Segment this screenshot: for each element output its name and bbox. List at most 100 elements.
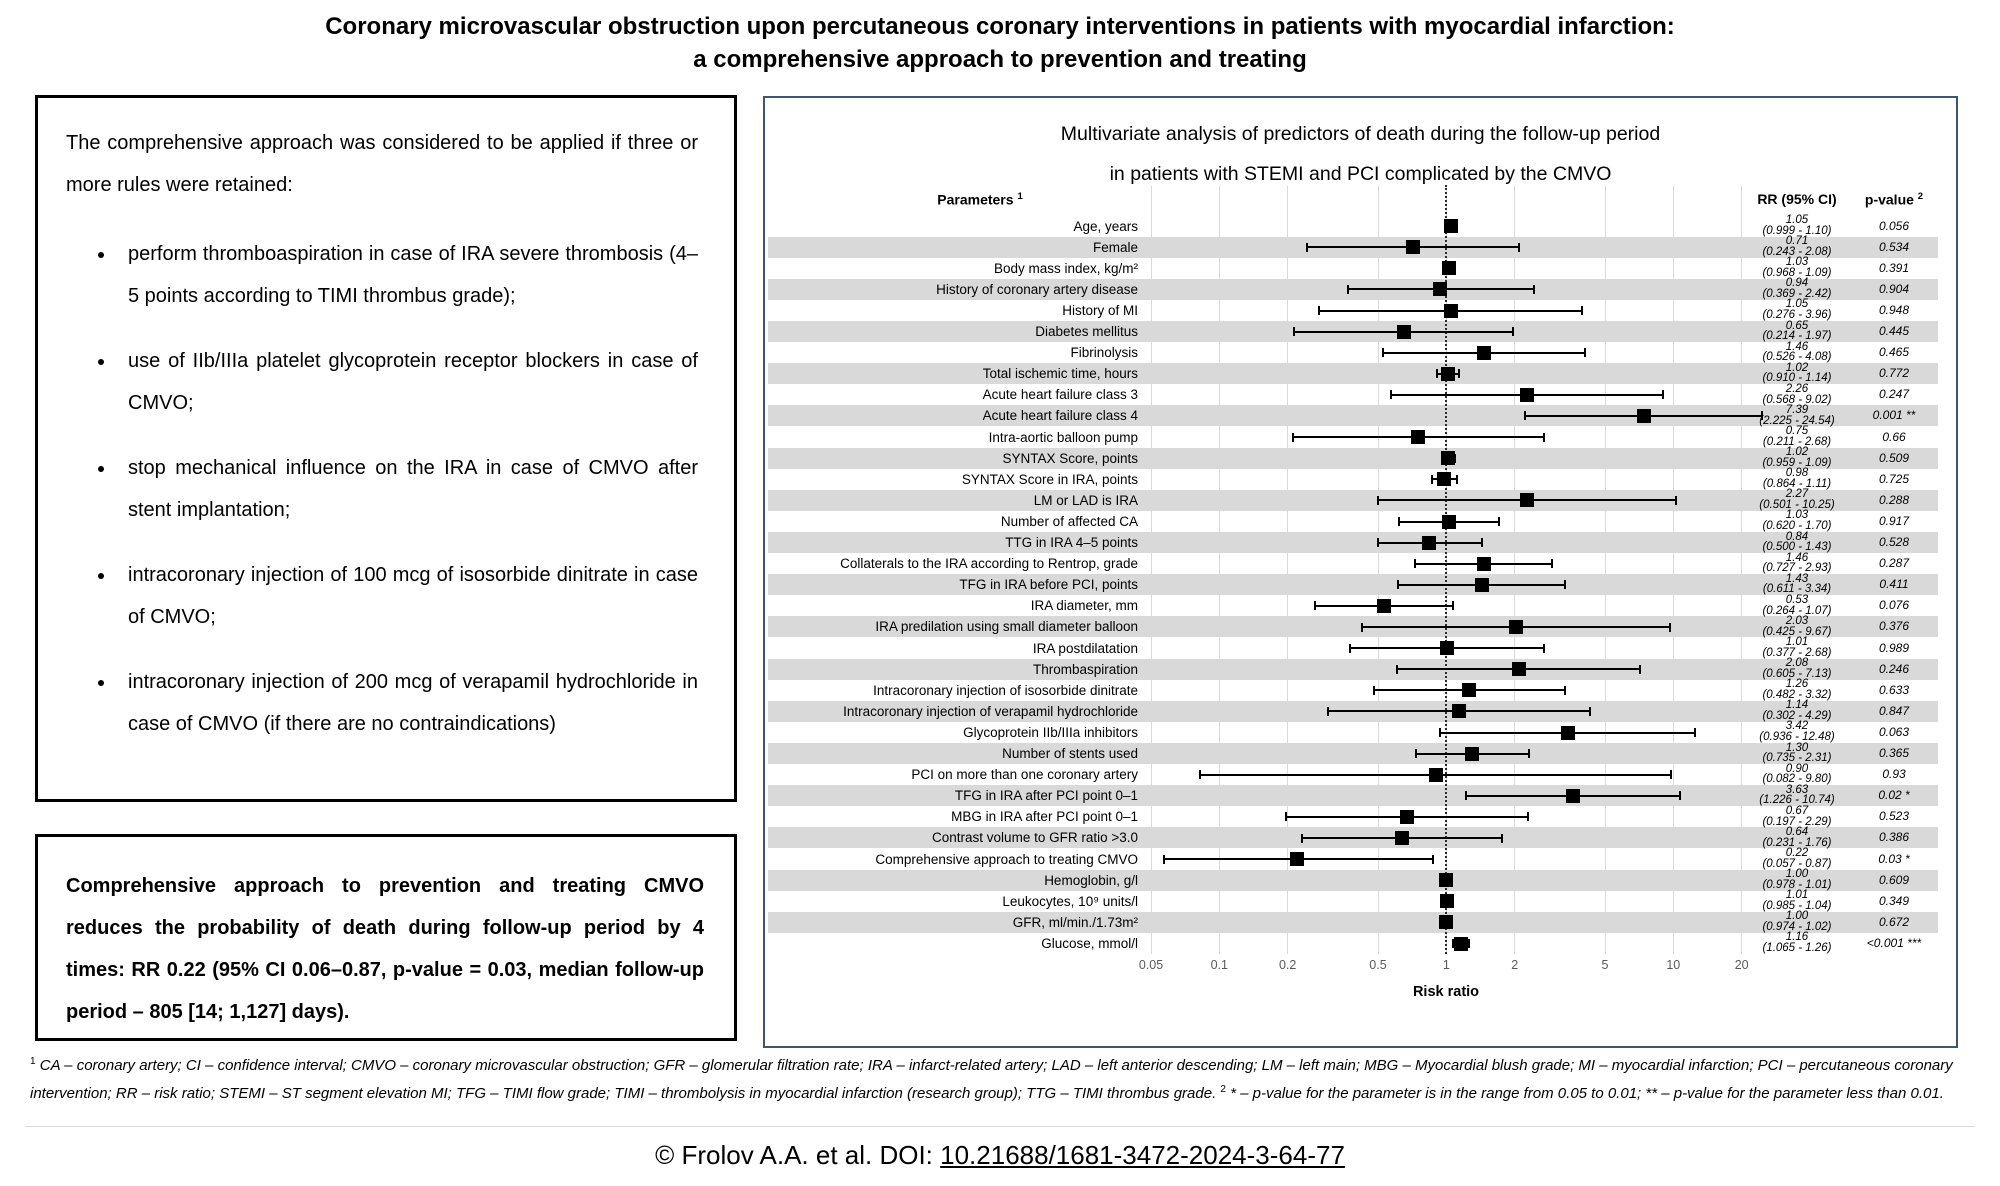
gridline (1514, 186, 1516, 954)
rr-value: 2.03 (1785, 614, 1809, 627)
rr-marker (1636, 408, 1651, 423)
p-value: 0.076 (1878, 598, 1910, 613)
footnote-superscript-2: 2 (1220, 1084, 1226, 1095)
row-stripe (768, 869, 1938, 891)
ci-cap-left (1377, 538, 1379, 548)
rr-value: 1.46 (1785, 551, 1809, 564)
rr-ci-cell: 1.46 (0.727 - 2.93) (1702, 551, 1892, 575)
parameter-label: Thrombaspiration (1032, 661, 1138, 677)
parameters-header-text: Parameters (937, 191, 1014, 208)
rr-value: 1.26 (1785, 678, 1809, 691)
rr-marker (1442, 514, 1457, 529)
parameter-label: Intracoronary injection of isosorbide di… (873, 682, 1138, 698)
ci-text: (0.276 - 3.96) (1762, 309, 1832, 322)
ci-cap-right (1662, 390, 1665, 400)
ci-text: (0.978 - 1.01) (1762, 878, 1832, 891)
rr-value: 1.00 (1785, 910, 1809, 923)
ci-text: (0.526 - 4.08) (1762, 351, 1832, 364)
summary-text-box: Comprehensive approach to prevention and… (35, 834, 737, 1041)
ci-text: (0.243 - 2.08) (1762, 245, 1832, 258)
rr-value: 0.75 (1785, 425, 1809, 437)
ci-cap-right (1581, 306, 1583, 315)
ci-cap-right (1760, 411, 1763, 421)
row-stripe (768, 363, 1938, 385)
ci-cap-left (1347, 284, 1349, 294)
ci-cap-left (1395, 664, 1398, 674)
parameter-label: Fibrinolysis (1070, 345, 1138, 361)
footnote-significance-text: * – p-value for the parameter is in the … (1230, 1085, 1944, 1102)
rules-text-box: The comprehensive approach was considere… (35, 95, 737, 802)
parameters-header-superscript: 1 (1017, 191, 1023, 202)
rr-ci-cell: 1.02 (0.910 - 1.14) (1702, 361, 1892, 385)
ci-text: (0.369 - 2.42) (1762, 288, 1832, 301)
rr-marker (1439, 915, 1454, 930)
ci-cap-left (1349, 643, 1352, 653)
x-axis-label: Risk ratio (1412, 984, 1480, 1000)
rule-item-verapamil: intracoronary injection of 200 mcg of ve… (116, 661, 698, 745)
chart-title-line2: in patients with STEMI and PCI complicat… (1109, 163, 1612, 185)
p-value: 0.288 (1878, 492, 1910, 507)
rr-marker (1566, 788, 1581, 803)
ci-text: (0.501 - 10.25) (1759, 499, 1835, 512)
rr-value: 2.26 (1785, 382, 1809, 395)
rr-value: 1.03 (1785, 256, 1809, 269)
ci-cap-left (1398, 517, 1401, 526)
ci-cap-left (1465, 791, 1468, 801)
row-stripe (768, 532, 1938, 554)
ci-cap-right (1669, 622, 1671, 632)
ci-cap-right (1480, 538, 1483, 548)
p-value: 0.03 * (1878, 851, 1910, 866)
rr-marker (1440, 894, 1455, 909)
row-stripe (768, 785, 1938, 807)
row-stripe (768, 616, 1938, 638)
rr-ci-cell: 0.75 (0.211 - 2.68) (1702, 425, 1892, 448)
p-value: 0.386 (1878, 830, 1910, 845)
rr-value: 1.02 (1785, 361, 1809, 374)
rr-value: 1.30 (1785, 741, 1809, 754)
citation-prefix: © Frolov A.A. et al. DOI: (655, 1140, 941, 1170)
rr-ci-cell: 2.08 (0.605 - 7.13) (1702, 657, 1892, 680)
rr-ci-cell: 0.71 (0.243 - 2.08) (1702, 235, 1892, 258)
ci-cap-right (1501, 833, 1504, 843)
pvalue-header-superscript: 2 (1917, 191, 1924, 202)
ci-text: (0.057 - 0.87) (1762, 857, 1832, 870)
rr-marker (1437, 472, 1452, 487)
rr-marker (1511, 662, 1526, 677)
row-stripe (768, 743, 1938, 765)
ci-text: (0.264 - 1.07) (1762, 604, 1832, 617)
rr-value: 1.05 (1785, 214, 1809, 226)
rr-marker (1441, 366, 1456, 381)
rr-ci-cell: 1.00 (0.978 - 1.01) (1702, 868, 1892, 891)
rr-marker (1476, 556, 1491, 571)
ci-cap-right (1584, 348, 1586, 358)
rr-value: 1.14 (1785, 699, 1809, 712)
parameter-label: Glucose, mmol/l (1041, 935, 1138, 951)
rr-ci-cell: 1.05 (0.276 - 3.96) (1702, 299, 1892, 321)
doi-link[interactable]: 10.21688/1681-3472-2024-3-64-77 (940, 1140, 1345, 1170)
rr-marker (1440, 641, 1455, 655)
rr-ci-cell: 1.14 (0.302 - 4.29) (1702, 700, 1892, 722)
parameter-label: GFR, ml/min./1.73m² (1012, 914, 1138, 930)
ci-text: (1.226 - 10.74) (1759, 794, 1835, 807)
p-value: 0.725 (1878, 471, 1910, 486)
ci-cap-right (1527, 812, 1529, 822)
ci-cap-left (1293, 327, 1296, 337)
rr-marker (1519, 387, 1534, 402)
p-value: 0.056 (1878, 218, 1910, 233)
parameter-label: Leukocytes, 10⁹ units/l (1002, 893, 1138, 909)
p-value: 0.917 (1878, 513, 1910, 528)
axis-tick-label: 0.05 (1138, 958, 1164, 972)
rr-marker (1376, 598, 1391, 613)
rr-ci-cell: 1.16 (1.065 - 1.26) (1702, 932, 1892, 954)
ci-cap-left (1389, 390, 1392, 400)
ci-cap-right (1551, 559, 1554, 569)
rr-marker (1441, 451, 1456, 466)
parameter-label: Total ischemic time, hours (982, 366, 1138, 382)
rr-ci-cell: 1.46 (0.526 - 4.08) (1702, 341, 1892, 364)
p-value: 0.989 (1878, 640, 1910, 655)
ci-text: (0.999 - 1.10) (1762, 224, 1832, 237)
rules-list: perform thromboaspiration in case of IRA… (66, 233, 698, 745)
rr-ci-cell: 0.53 (0.264 - 1.07) (1702, 594, 1892, 617)
parameter-label: Age, years (1073, 218, 1138, 234)
parameter-label: IRA predilation using small diameter bal… (875, 619, 1138, 635)
